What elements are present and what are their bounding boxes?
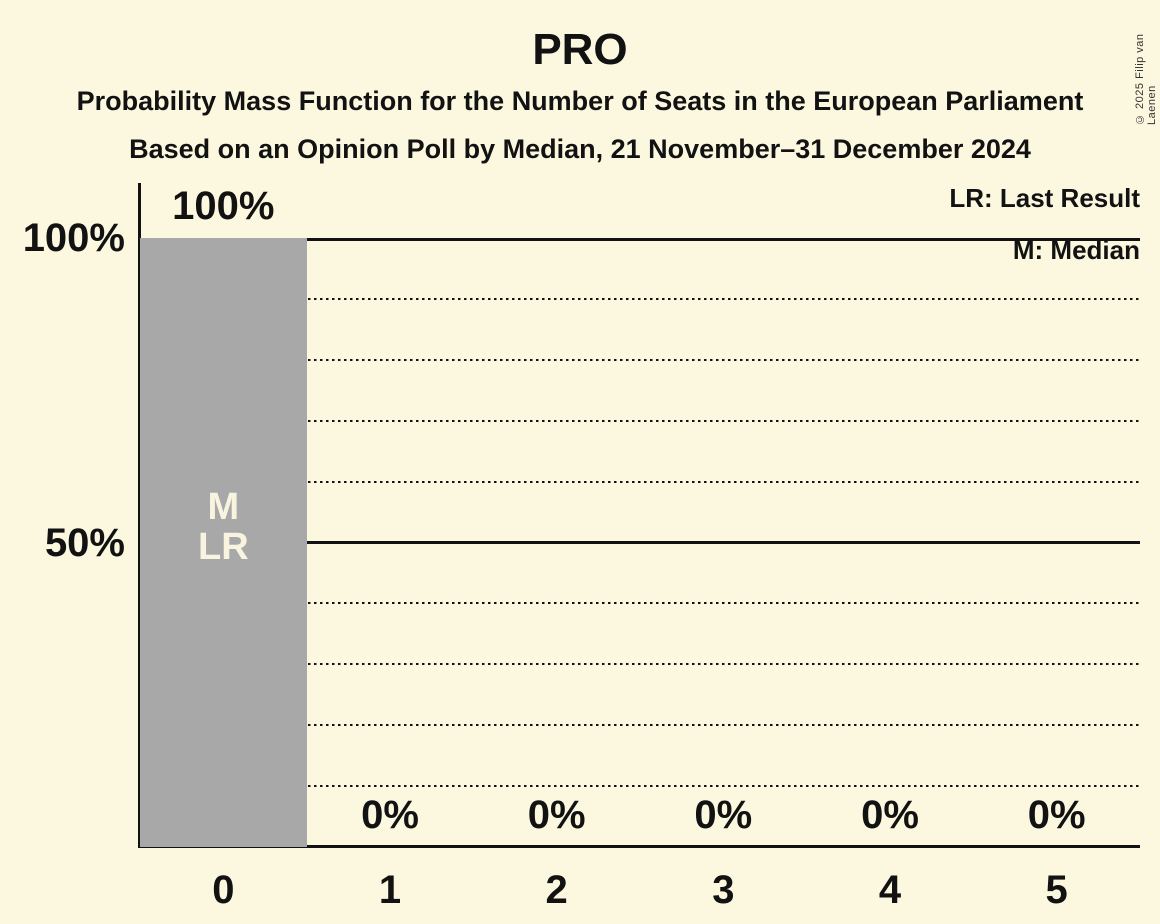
bar-seats-0: [140, 238, 307, 847]
gridline-20pct: [140, 724, 1140, 727]
gridline-100pct: [140, 238, 1140, 241]
bar-value-label-4: 0%: [861, 793, 919, 837]
x-tick-label-4: 4: [878, 868, 902, 912]
x-axis-line: [138, 845, 1140, 848]
gridline-80pct: [140, 358, 1140, 361]
bar-value-label-2: 0%: [527, 793, 586, 837]
bar-value-label-1: 0%: [361, 793, 419, 837]
legend-last-result: LR: Last Result: [949, 183, 1140, 213]
x-tick-label-3: 3: [712, 868, 735, 912]
gridline-10pct: [140, 785, 1140, 788]
bar-value-label-3: 0%: [694, 793, 753, 837]
x-tick-label-2: 2: [545, 868, 568, 912]
bar-value-label-5: 0%: [1027, 793, 1086, 837]
chart-subtitle: Probability Mass Function for the Number…: [76, 86, 1084, 116]
bar-annotation-line: LR: [198, 526, 249, 568]
y-axis-line: [138, 183, 141, 848]
chart-poll-line: Based on an Opinion Poll by Median, 21 N…: [129, 134, 1031, 164]
x-tick-label-5: 5: [1045, 868, 1068, 912]
gridline-70pct: [140, 419, 1140, 422]
gridline-90pct: [140, 297, 1140, 300]
gridline-40pct: [140, 602, 1140, 605]
gridline-60pct: [140, 480, 1140, 483]
gridline-30pct: [140, 663, 1140, 666]
bar-value-label-0: 100%: [172, 184, 275, 228]
bar-annotation-median-lastresult: M LR: [143, 487, 303, 567]
gridline-50pct: [140, 541, 1140, 544]
y-tick-label-100pct: 100%: [22, 216, 125, 260]
y-tick-label-50pct: 50%: [44, 520, 125, 565]
bar-annotation-line: M: [207, 486, 240, 528]
x-tick-label-0: 0: [212, 868, 235, 912]
x-tick-label-1: 1: [378, 868, 402, 912]
chart-title: PRO: [532, 25, 628, 74]
